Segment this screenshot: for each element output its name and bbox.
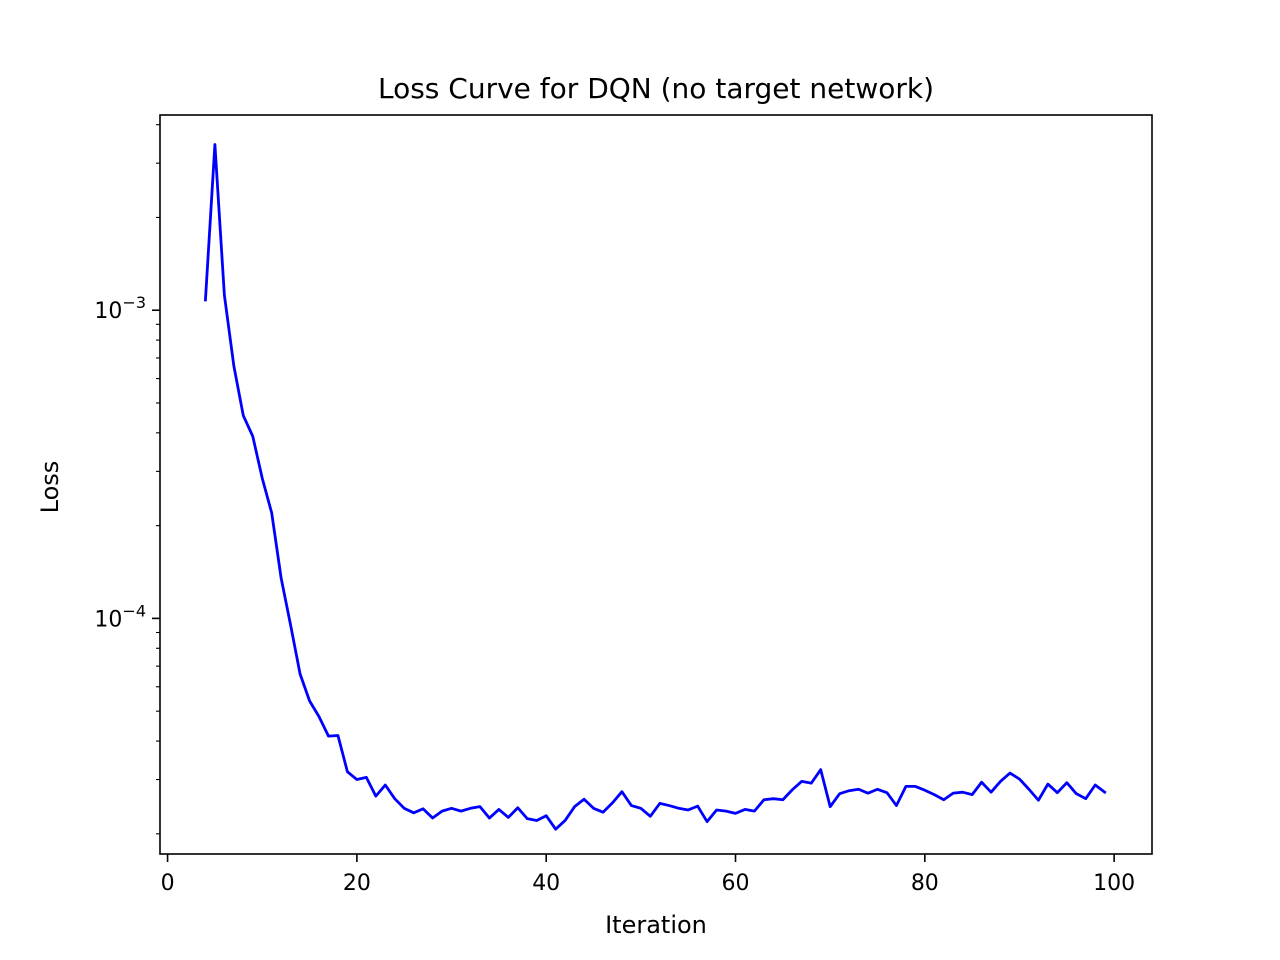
x-ticks: 0 20 40 60 80 100 [161, 854, 1135, 896]
x-tick-label: 100 [1093, 871, 1135, 896]
y-tick-label: 10−3 [94, 293, 146, 324]
x-tick-label: 60 [722, 871, 750, 896]
x-tick-label: 20 [343, 871, 371, 896]
x-tick-label: 40 [532, 871, 560, 896]
y-major-ticks: 10−3 10−4 [94, 293, 160, 632]
series-group [203, 143, 1107, 831]
loss-series-line [203, 143, 1107, 831]
y-minor-ticks [156, 124, 160, 835]
axes-frame [159, 114, 1153, 855]
y-axis-label: Loss [36, 461, 64, 514]
x-tick-label: 0 [161, 871, 175, 896]
chart-title: Loss Curve for DQN (no target network) [378, 72, 934, 105]
plot-area: 10−3 10−4 0 20 40 60 80 100 [94, 114, 1153, 896]
x-tick-label: 80 [911, 871, 939, 896]
x-axis-label: Iteration [605, 911, 707, 939]
y-tick-label: 10−4 [94, 601, 146, 632]
